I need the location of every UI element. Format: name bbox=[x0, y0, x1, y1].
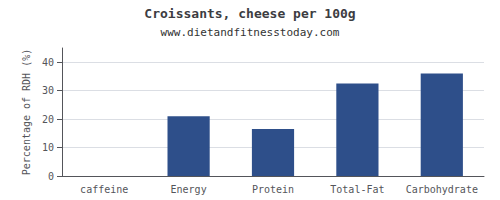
svg-text:0: 0 bbox=[48, 171, 54, 182]
svg-text:10: 10 bbox=[42, 142, 54, 153]
svg-text:30: 30 bbox=[42, 85, 54, 96]
svg-text:Croissants, cheese per 100g: Croissants, cheese per 100g bbox=[144, 6, 355, 21]
svg-text:20: 20 bbox=[42, 114, 54, 125]
svg-text:caffeine: caffeine bbox=[80, 184, 128, 195]
svg-text:Energy: Energy bbox=[171, 184, 207, 195]
svg-text:Percentage of RDH (%): Percentage of RDH (%) bbox=[21, 49, 32, 175]
svg-text:40: 40 bbox=[42, 57, 54, 68]
svg-text:Total-Fat: Total-Fat bbox=[330, 184, 384, 195]
svg-text:www.dietandfitnesstoday.com: www.dietandfitnesstoday.com bbox=[161, 26, 340, 39]
svg-text:Protein: Protein bbox=[252, 184, 294, 195]
svg-text:Carbohydrate: Carbohydrate bbox=[406, 184, 478, 195]
